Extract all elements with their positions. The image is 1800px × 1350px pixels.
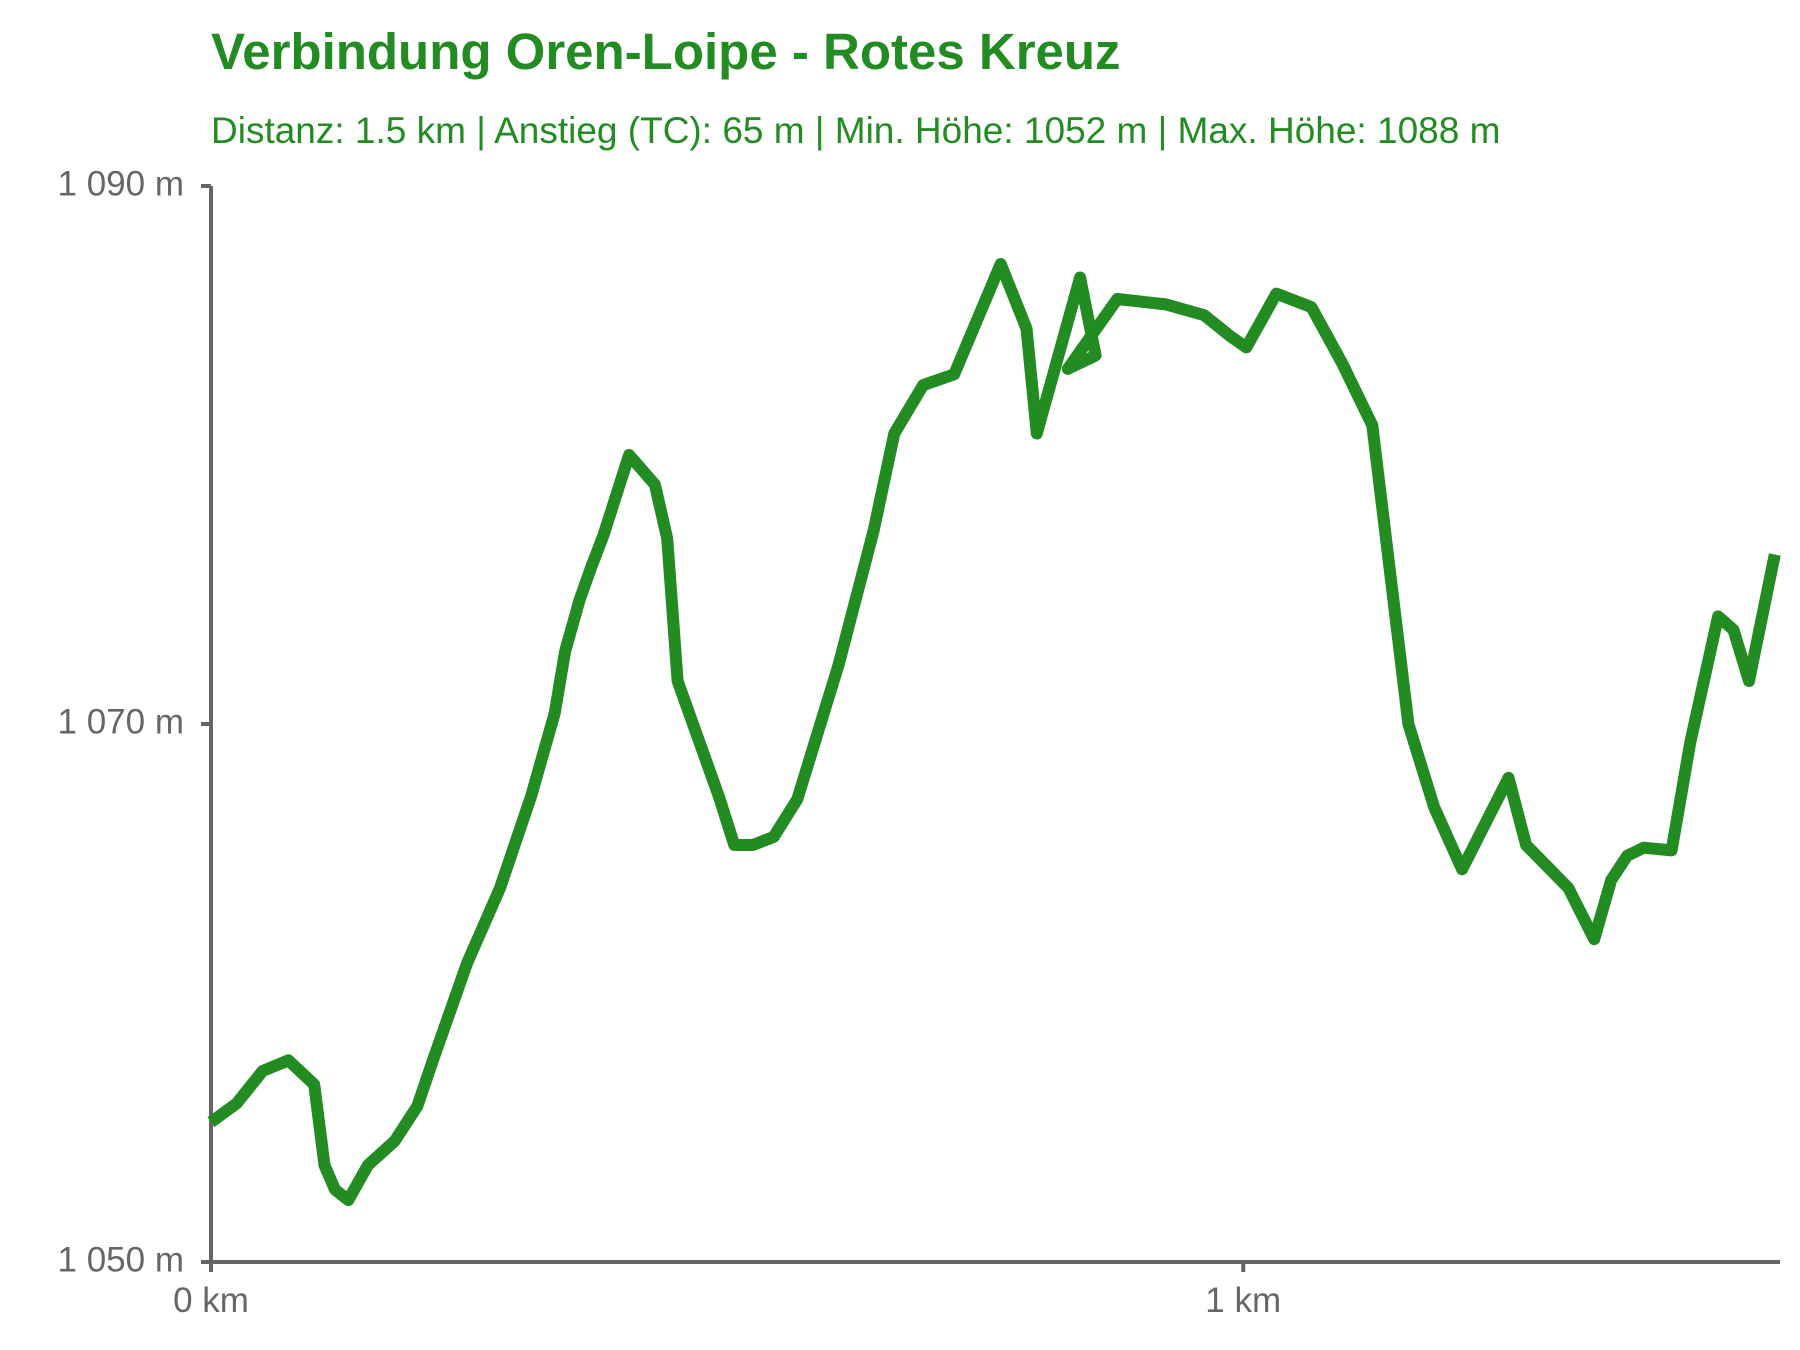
chart-subtitle: Distanz: 1.5 km | Anstieg (TC): 65 m | M… bbox=[211, 110, 1501, 151]
series-line bbox=[207, 258, 1781, 1207]
y-tick-label: 1 070 m bbox=[58, 702, 184, 741]
y-tick-label: 1 090 m bbox=[58, 164, 184, 203]
chart-title: Verbindung Oren-Loipe - Rotes Kreuz bbox=[211, 23, 1121, 80]
x-tick-label: 0 km bbox=[173, 1281, 249, 1320]
x-tick-label: 1 km bbox=[1205, 1281, 1281, 1320]
y-tick-label: 1 050 m bbox=[58, 1240, 184, 1279]
series-layer bbox=[207, 258, 1781, 1207]
axes: 1 050 m 1 070 m 1 090 m 0 km 1 km bbox=[58, 164, 1780, 1320]
